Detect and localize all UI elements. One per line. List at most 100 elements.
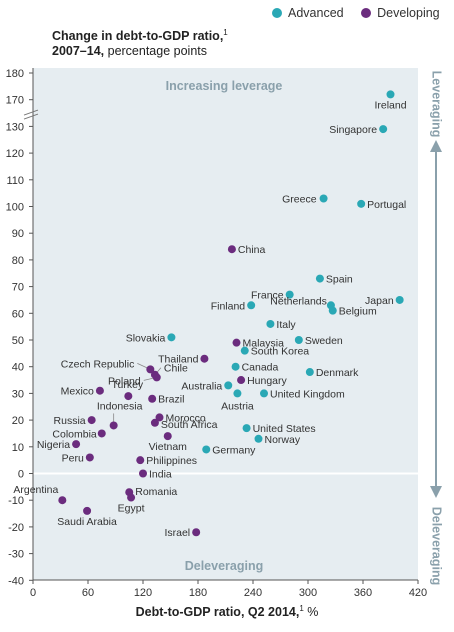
point-label-israel: Israel [164,527,190,539]
point-label-united-states: United States [253,423,316,435]
point-israel [192,528,201,537]
point-turkey [124,392,133,401]
point-portugal [357,199,366,208]
y-tick-label: -30 [8,549,24,561]
point-thailand [200,354,209,363]
point-united-states [242,424,251,433]
y-tick-label: 130 [6,121,24,133]
y-tick-label: 40 [12,362,24,374]
point-label-saudi-arabia: Saudi Arabia [57,516,117,528]
point-label-france: France [251,290,284,302]
x-tick-label: 420 [409,587,427,599]
deleveraging-side-label: Deleveraging [430,507,444,586]
chart-title-footnote: 1 [223,27,228,37]
y-tick-label: -20 [8,522,24,534]
x-axis-title-text: Debt-to-GDP ratio, Q2 2014, [135,605,300,619]
point-russia [87,416,96,425]
point-italy [266,319,275,328]
leveraging-zone [33,68,418,474]
point-saudi-arabia [83,506,92,515]
point-hungary [237,376,246,385]
chart-title-period: 2007–14, [52,44,105,58]
x-axis-title-unit: % [303,605,319,619]
legend-item-developing: Developing [361,6,440,20]
leverage-arrow-down-head [430,486,442,498]
x-tick-label: 180 [189,587,207,599]
point-sweden [294,336,303,344]
point-label-colombia: Colombia [52,428,97,440]
point-label-china: China [238,244,266,256]
point-china [227,245,236,254]
point-poland [152,373,161,382]
point-slovakia [167,333,176,342]
point-label-morocco: Morocco [166,412,206,424]
x-axis-title-footnote: 1 [299,603,304,613]
y-tick-label: 30 [12,388,24,400]
chart-title-unit: percentage points [104,44,207,58]
point-label-slovakia: Slovakia [126,332,166,344]
point-label-egypt: Egypt [118,503,145,515]
y-tick-label: -10 [8,495,24,507]
deleveraging-zone [33,473,418,580]
point-label-turkey: Turkey [111,379,143,391]
point-nigeria [72,440,81,449]
leverage-arrow-up-head [430,140,442,152]
point-germany [202,445,211,454]
point-label-peru: Peru [62,452,84,464]
point-philippines [136,456,145,465]
point-ireland [386,90,395,99]
y-tick-label: 120 [6,148,24,160]
point-label-austria: Austria [221,400,254,412]
y-tick-label: 0 [18,469,24,481]
point-label-belgium: Belgium [339,306,377,318]
point-label-india: India [149,469,172,481]
point-label-malaysia: Malaysia [243,338,285,350]
y-tick-label: 170 [6,95,24,107]
point-label-italy: Italy [276,319,296,331]
point-label-indonesia: Indonesia [97,400,143,412]
point-label-poland: Poland [108,375,141,387]
point-label-spain: Spain [326,274,353,286]
point-india [139,469,147,478]
point-label-romania: Romania [135,486,177,498]
point-egypt [127,493,136,502]
x-tick-label: 300 [299,587,317,599]
point-label-thailand: Thailand [158,354,198,366]
point-label-united-kingdom: United Kingdom [270,388,345,400]
point-label-chile: Chile [164,363,188,375]
point-south-korea [240,346,249,355]
point-label-brazil: Brazil [158,394,184,406]
point-label-mexico: Mexico [61,386,94,398]
point-label-japan: Japan [365,295,394,307]
axis-break-mark [23,113,39,120]
chart-title-line1: Change in debt-to-GDP ratio,1 [52,27,228,44]
legend-label-advanced: Advanced [288,6,344,20]
point-label-south-africa: South Africa [161,419,218,431]
point-label-norway: Norway [265,434,301,446]
y-tick-label: 90 [12,228,24,240]
legend-item-advanced: Advanced [272,6,344,20]
x-tick-label: 60 [82,587,94,599]
point-label-russia: Russia [54,415,86,427]
point-japan [395,295,404,304]
point-label-finland: Finland [211,300,246,312]
point-argentina [58,496,67,505]
point-spain [315,274,324,283]
deleveraging-zone-label: Deleveraging [185,559,264,573]
y-tick-label: 10 [12,442,24,454]
x-axis-title: Debt-to-GDP ratio, Q2 2014,1 % [0,603,454,619]
y-tick-label: 20 [12,415,24,427]
y-tick-label: 180 [6,68,24,80]
point-indonesia [109,421,118,430]
legend-swatch-developing [361,8,372,18]
point-label-sweden: Sweden [305,335,343,347]
point-label-portugal: Portugal [367,199,406,211]
point-morocco [155,413,164,422]
chart-title: Change in debt-to-GDP ratio,1 2007–14, p… [52,27,228,59]
point-greece [319,194,328,203]
point-united-kingdom [260,389,268,398]
point-label-south-korea: South Korea [251,346,310,358]
point-malaysia [232,338,241,347]
point-norway [254,434,263,443]
y-tick-label: 80 [12,255,24,267]
